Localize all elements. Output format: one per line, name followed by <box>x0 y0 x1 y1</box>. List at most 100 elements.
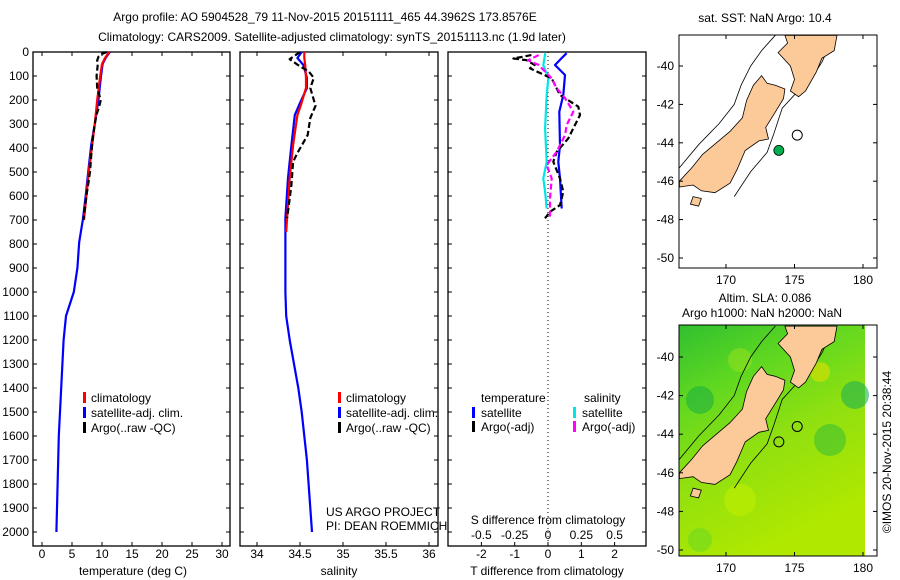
legend-swatch <box>338 392 341 403</box>
legend-label: climatology <box>346 391 406 405</box>
north-island-land <box>777 35 838 98</box>
x-tick-label: 35.5 <box>374 547 398 561</box>
series-t-argo-line <box>512 54 582 219</box>
credits-line1: US ARGO PROJECT <box>326 505 441 519</box>
bathymetry-contour <box>679 325 776 460</box>
x-tick-label: 35 <box>336 547 350 561</box>
y-tick-label: 1100 <box>3 309 29 323</box>
legend-label: Argo(-adj) <box>582 420 635 434</box>
y-tick-label: 1900 <box>2 501 29 515</box>
sla-anomaly-patch <box>686 386 714 414</box>
x-tick-label: 0 <box>545 547 552 561</box>
y-tick-label: 500 <box>9 165 29 179</box>
y-tick-label: 900 <box>9 261 29 275</box>
legend-swatch <box>83 407 86 418</box>
lat-tick-label: -46 <box>657 174 675 188</box>
legend-label: satellite <box>481 406 522 420</box>
seamount-contour <box>791 420 803 432</box>
lon-tick-label: 175 <box>784 273 804 287</box>
series-s-satellite-line <box>542 53 550 209</box>
map-content <box>679 325 869 556</box>
series-argo-line <box>286 51 317 219</box>
legend-label: satellite <box>582 406 623 420</box>
lon-tick-label: 180 <box>853 561 873 575</box>
series-s-argo-line <box>526 54 575 219</box>
x-tick-label: 10 <box>95 547 109 561</box>
lat-tick-label: -50 <box>657 543 675 557</box>
lat-tick-label: -42 <box>657 389 675 403</box>
sla-anomaly-patch <box>841 381 869 409</box>
bathymetry-contour <box>679 35 776 169</box>
x-tick-label: -1 <box>509 547 520 561</box>
legend-swatch <box>573 407 576 418</box>
y-tick-label: 0 <box>22 45 29 59</box>
sla-anomaly-patch <box>688 528 712 552</box>
series-t-satellite-line <box>553 52 568 209</box>
lon-tick-label: 180 <box>853 273 873 287</box>
lon-tick-label: 175 <box>784 561 804 575</box>
lon-tick-label: 170 <box>716 273 736 287</box>
x-tick-label: -2 <box>476 547 487 561</box>
argo-float-marker <box>773 145 785 156</box>
sla-anomaly-patch <box>724 484 756 516</box>
panel-frame <box>447 51 647 547</box>
legend-swatch <box>472 421 475 432</box>
lat-tick-label: -46 <box>657 466 675 480</box>
sla-map-title: Altim. SLA: 0.086 <box>719 291 812 305</box>
salinity-panel: 34 34.5 35 35.5 36 salinity climatologysatelli… <box>239 51 439 578</box>
lat-tick-label: -48 <box>657 213 675 227</box>
series-satellite-line <box>284 51 314 533</box>
legend-swatch <box>83 392 86 403</box>
figure-title-line2: Climatology: CARS2009. Satellite-adjuste… <box>98 30 566 44</box>
y-tick-label: 700 <box>9 213 29 227</box>
x2-tick-label: 0.25 <box>570 528 594 542</box>
legend-label: Argo(..raw -QC) <box>346 421 431 435</box>
legend-group-title: salinity <box>584 391 621 405</box>
legend-label: climatology <box>91 391 151 405</box>
map-content <box>679 35 838 207</box>
map-frame <box>678 34 878 269</box>
stewart-island-land <box>689 487 702 499</box>
y-tick-label: 800 <box>9 237 29 251</box>
legend-group-title: temperature <box>481 391 546 405</box>
x-tick-label: 2 <box>611 547 618 561</box>
x-tick-label: 34.5 <box>288 547 312 561</box>
series-climatology-line <box>285 52 308 233</box>
sla-map: -40 -42 -44 -46 -48 -50 170 175 180 <box>657 324 878 575</box>
y-tick-label: 400 <box>9 141 29 155</box>
x2-tick-label: 0.5 <box>606 528 623 542</box>
legend-swatch <box>573 421 576 432</box>
y-tick-label: 300 <box>9 117 29 131</box>
x-tick-label: 30 <box>215 547 229 561</box>
legend-swatch <box>338 407 341 418</box>
sst-map: -40 -42 -44 -46 -48 -50 170 175 180 <box>657 34 878 287</box>
credits-line2: PI: DEAN ROEMMICH <box>326 519 447 533</box>
legend-swatch <box>338 422 341 433</box>
panel-frame <box>32 51 231 547</box>
y-tick-label: 600 <box>9 189 29 203</box>
x-tick-label: 5 <box>69 547 76 561</box>
lat-tick-label: -44 <box>657 427 675 441</box>
x-tick-label: 15 <box>125 547 139 561</box>
argo-height-title: Argo h1000: NaN h2000: NaN <box>682 306 842 320</box>
x2-axis-label: S difference from climatology <box>471 513 626 527</box>
x-axis-label: salinity <box>321 564 358 578</box>
x-tick-label: 34 <box>250 547 264 561</box>
legend-label: satellite-adj. clim. <box>91 406 183 420</box>
y-tick-label: 1300 <box>2 357 29 371</box>
legend-swatch <box>83 422 86 433</box>
y-tick-label: 100 <box>9 69 29 83</box>
map-frame <box>678 324 878 557</box>
sla-anomaly-patch <box>810 362 830 382</box>
lat-tick-label: -40 <box>657 59 675 73</box>
lon-tick-label: 170 <box>716 561 736 575</box>
south-island-land <box>679 365 786 485</box>
sst-map-title: sat. SST: NaN Argo: 10.4 <box>698 11 832 25</box>
legend-label: Argo(-adj) <box>481 420 534 434</box>
seamount-contour <box>791 129 803 141</box>
series-argo-line <box>82 50 108 221</box>
south-island-land <box>679 74 786 194</box>
series-satellite-line <box>55 51 111 533</box>
panel-frame <box>239 51 439 547</box>
lat-tick-label: -50 <box>657 251 675 265</box>
